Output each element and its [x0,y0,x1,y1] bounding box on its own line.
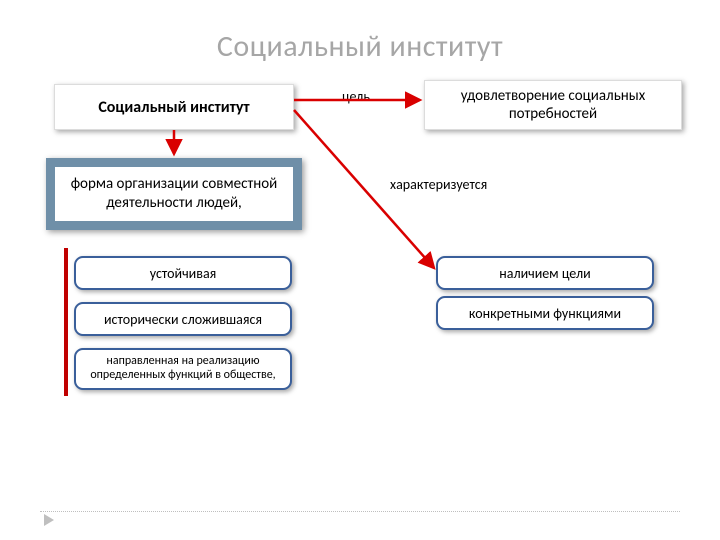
right-item-1-text: наличием цели [499,265,590,282]
left-item-1: устойчивая [74,256,292,290]
node-goal-text: удовлетворение социальных потребностей [435,87,671,123]
label-goal: цель [342,88,370,105]
slide-title: Социальный институт [0,28,720,65]
left-item-1-text: устойчивая [150,265,217,282]
node-form: форма организации совместной деятельност… [46,158,302,230]
node-main-text: Социальный институт [98,98,249,117]
node-goal: удовлетворение социальных потребностей [424,80,682,130]
right-item-2: конкретными функциями [436,296,654,330]
left-item-3: направленная на реализацию определенных … [74,348,292,390]
right-item-1: наличием цели [436,256,654,290]
footer-divider [40,511,680,512]
right-item-2-text: конкретными функциями [469,305,621,322]
left-item-2: исторически сложившаяся [74,302,292,336]
node-form-text: форма организации совместной деятельност… [61,175,287,213]
left-sidebar-accent [64,248,68,396]
left-item-3-text: направленная на реализацию определенных … [84,355,282,383]
footer-triangle-icon [44,514,54,526]
left-item-2-text: исторически сложившаяся [104,311,262,328]
label-char: характеризуется [390,176,487,193]
node-main: Социальный институт [54,84,294,130]
